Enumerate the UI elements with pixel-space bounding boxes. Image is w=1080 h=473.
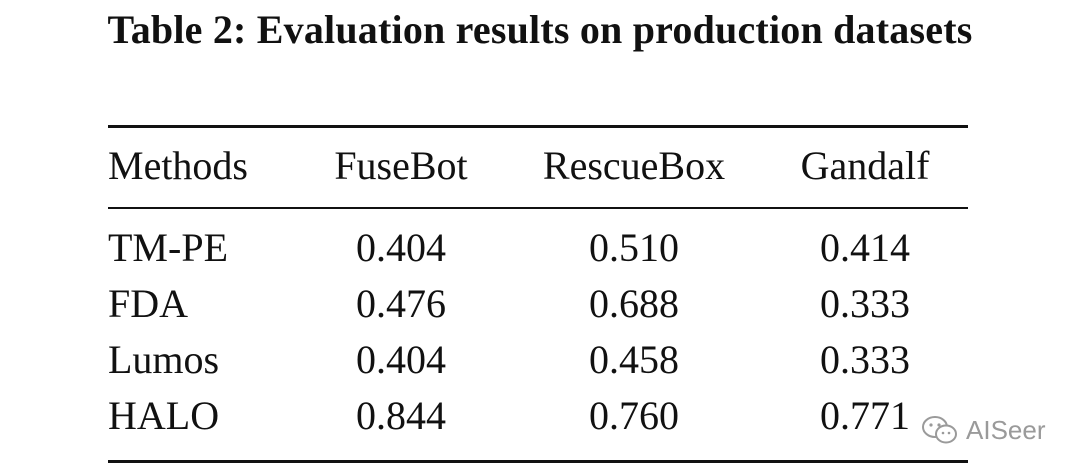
top-rule [108, 125, 968, 128]
watermark: AISeer [920, 410, 1046, 450]
cell-value: 0.414 [820, 225, 910, 270]
column-header: RescueBox [542, 143, 726, 188]
watermark-icon [922, 416, 957, 444]
cell-value: 0.476 [356, 281, 446, 326]
cell-value: 0.771 [820, 393, 910, 438]
row-label: TM-PE [108, 225, 228, 270]
cell-value: 0.844 [356, 393, 446, 438]
cell-value: 0.333 [820, 281, 910, 326]
row-label: HALO [108, 393, 220, 438]
column-header: FuseBot [334, 143, 468, 188]
cell-value: 0.458 [589, 337, 679, 382]
cell-value: 0.760 [589, 393, 679, 438]
cell-value: 0.404 [356, 337, 446, 382]
column-header: Methods [108, 143, 248, 188]
bottom-rule [108, 460, 968, 463]
watermark-text: AISeer [966, 414, 1046, 445]
row-label: Lumos [108, 337, 220, 382]
cell-value: 0.404 [356, 225, 446, 270]
cell-value: 0.333 [820, 337, 910, 382]
mid-rule [108, 207, 968, 209]
table-title: Table 2: Evaluation results on productio… [107, 7, 973, 52]
column-header: Gandalf [800, 143, 930, 188]
cell-value: 0.688 [589, 281, 679, 326]
cell-value: 0.510 [589, 225, 679, 270]
row-label: FDA [108, 281, 189, 326]
